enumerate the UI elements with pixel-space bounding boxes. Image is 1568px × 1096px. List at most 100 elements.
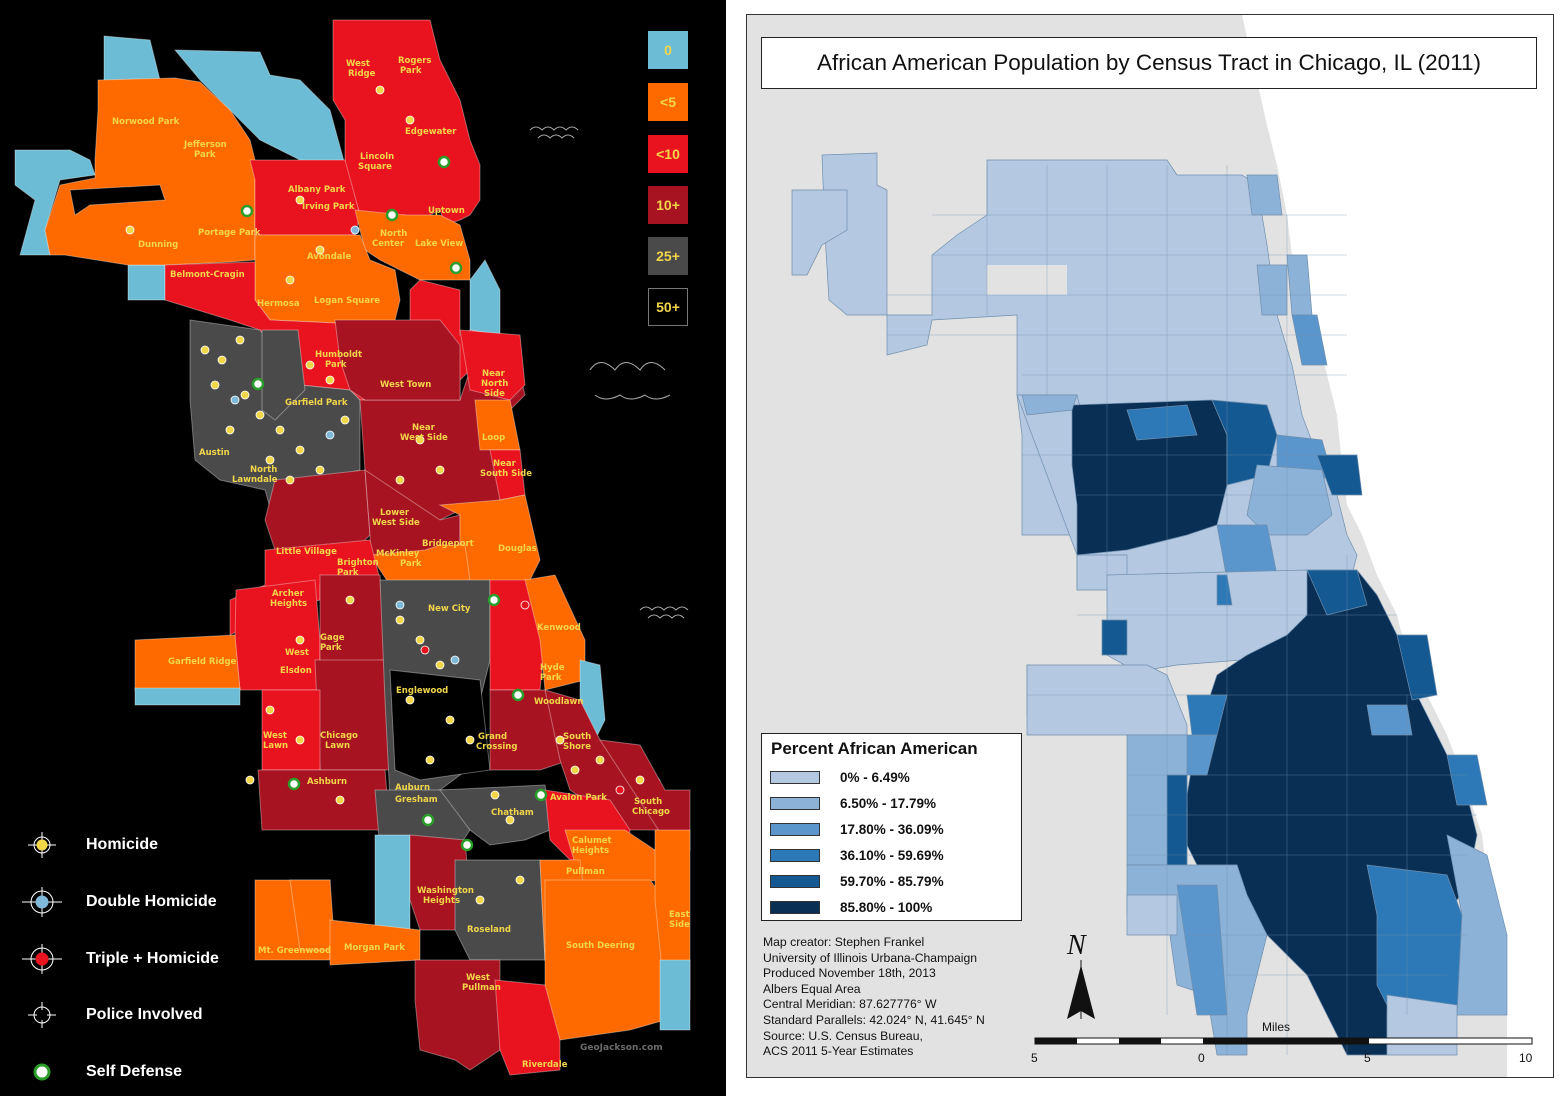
svg-text:Logan Square: Logan Square [314,296,380,306]
legend-count-lt5: <5 [648,83,688,121]
svg-text:Irving Park: Irving Park [302,202,355,212]
legend-count-50plus: 50+ [648,288,688,326]
census-map [791,15,1553,1077]
svg-text:North: North [250,465,277,475]
svg-text:South: South [634,797,662,807]
svg-text:Center: Center [372,239,405,249]
svg-text:Jefferson: Jefferson [183,140,227,150]
svg-text:Elsdon: Elsdon [280,666,312,676]
svg-text:Calumet: Calumet [572,836,612,846]
svg-text:Park: Park [194,150,216,160]
legend-class-label: 0% - 6.49% [840,769,910,785]
svg-text:Lawn: Lawn [325,741,350,751]
census-map-title: African American Population by Census Tr… [761,37,1537,89]
legend-double-homicide-label: Double Homicide [86,893,217,910]
svg-text:Ridge: Ridge [348,69,376,79]
legend-count-label: 10+ [656,197,680,213]
svg-text:Kenwood: Kenwood [537,623,581,633]
credit-line: Produced November 18th, 2013 [763,966,936,981]
tract-grid [887,165,1477,1055]
svg-text:Garfield Park: Garfield Park [285,398,348,408]
svg-text:Park: Park [325,360,347,370]
legend-class-label: 59.70% - 85.79% [840,873,944,889]
svg-text:Lawndale: Lawndale [232,475,278,485]
legend-class: 36.10% - 59.69% [770,847,944,863]
legend-class: 6.50% - 17.79% [770,795,936,811]
svg-text:Lower: Lower [380,508,410,518]
svg-text:Pullman: Pullman [566,867,605,877]
legend-count-label: <10 [656,146,680,162]
self-defense-icon [33,1063,51,1081]
legend-count-10plus: 10+ [648,186,688,224]
legend-class-label: 6.50% - 17.79% [840,795,937,811]
incident-markers [125,85,645,905]
scale-title: Miles [1262,1020,1291,1034]
svg-text:North: North [380,229,407,239]
svg-text:West Side: West Side [400,433,448,443]
svg-text:Park: Park [400,66,422,76]
svg-text:Mt. Greenwood: Mt. Greenwood [258,946,331,956]
legend-self-defense-label: Self Defense [86,1063,183,1080]
legend-class: 59.70% - 85.79% [770,873,944,889]
credit-line: Central Meridian: 87.627776° W [763,997,937,1012]
legend-title: Percent African American [771,739,978,758]
legend-swatch [770,822,820,836]
svg-text:Park: Park [337,568,359,578]
scale-bar [1034,1037,1533,1045]
legend-count-zero: 0 [648,31,688,69]
north-arrow-icon [1067,960,1095,1019]
legend-swatch [770,770,820,784]
svg-text:West: West [346,59,370,69]
svg-text:Dunning: Dunning [138,240,178,250]
svg-text:West Town: West Town [380,380,431,390]
legend-class: 17.80% - 36.09% [770,821,944,837]
legend-class: 85.80% - 100% [770,899,932,915]
svg-text:Hyde: Hyde [540,663,565,673]
svg-text:Heights: Heights [423,896,460,906]
svg-text:Loop: Loop [482,433,505,443]
svg-text:Lincoln: Lincoln [360,152,394,162]
legend-count-label: <5 [660,94,676,110]
credit-line: Map creator: Stephen Frankel [763,935,925,949]
svg-text:Chatham: Chatham [491,808,534,818]
legend-class-label: 36.10% - 59.69% [840,847,944,863]
credit-line: Source: U.S. Census Bureau, [763,1028,923,1043]
homicide-map-panel: West Ridge Rogers Park Edgewater Norwood P… [0,0,726,1096]
north-label: N [1067,930,1086,961]
svg-text:Gresham: Gresham [395,795,438,805]
census-map-panel: African American Population by Census Tr… [746,14,1554,1078]
svg-text:South: South [563,732,591,742]
wave-decoration [529,126,689,619]
svg-text:East: East [669,910,690,920]
svg-text:Chicago: Chicago [320,731,358,741]
svg-text:West: West [466,973,490,983]
svg-text:Avondale: Avondale [307,252,351,262]
police-involved-icon [28,1002,56,1028]
svg-text:Hermosa: Hermosa [257,299,300,309]
svg-text:Side: Side [484,389,505,399]
svg-text:Gage: Gage [320,633,345,643]
svg-text:North: North [481,379,508,389]
svg-text:Woodlawn: Woodlawn [534,697,583,707]
svg-text:West: West [285,648,309,658]
svg-text:Edgewater: Edgewater [405,127,457,137]
map-credits: Map creator: Stephen Frankel University … [763,935,985,1060]
scale-tick: 5 [1364,1051,1371,1065]
svg-text:Riverdale: Riverdale [522,1060,568,1070]
legend-class-label: 17.80% - 36.09% [840,821,944,837]
svg-text:Archer: Archer [272,589,305,599]
legend-swatch [770,796,820,810]
lake-michigan [1242,15,1553,1077]
scale-tick: 5 [1031,1051,1038,1065]
scale-tick: 0 [1198,1051,1205,1065]
legend-count-lt10: <10 [648,135,688,173]
svg-text:Lake View: Lake View [415,239,463,249]
svg-text:South Side: South Side [480,469,532,479]
legend-self-defense: Self Defense [22,1057,182,1087]
svg-text:Avalon Park: Avalon Park [550,793,607,803]
legend-count-label: 0 [664,42,672,58]
double-homicide-icon [22,887,62,917]
legend-homicide-label: Homicide [86,836,159,853]
svg-text:Englewood: Englewood [396,686,448,696]
